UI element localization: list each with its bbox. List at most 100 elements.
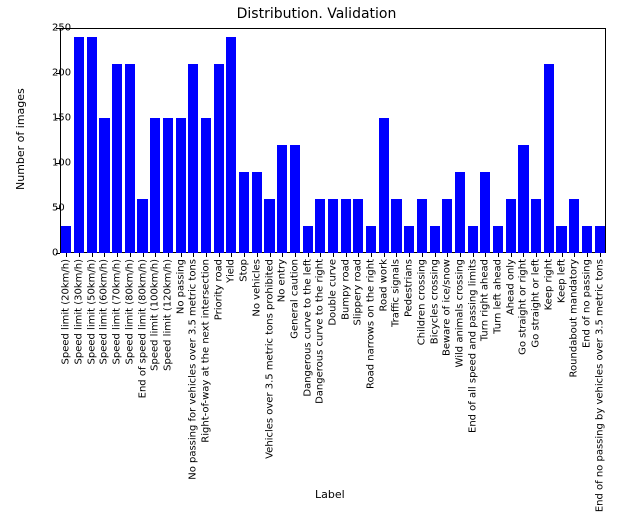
- x-tick: [257, 253, 258, 257]
- x-tick-label: Speed limit (50km/h): [86, 259, 97, 364]
- x-tick: [396, 253, 397, 257]
- bar: [341, 199, 351, 253]
- x-tick: [155, 253, 156, 257]
- x-tick: [574, 253, 575, 257]
- bar: [303, 226, 313, 253]
- x-tick: [460, 253, 461, 257]
- bar: [556, 226, 566, 253]
- axis-spine: [60, 28, 606, 29]
- x-tick-label: Speed limit (70km/h): [112, 259, 123, 364]
- x-tick-label: Go straight or right: [518, 259, 529, 355]
- bar: [112, 64, 122, 253]
- x-tick-label: Yield: [226, 259, 237, 283]
- x-tick-label: Priority road: [213, 259, 224, 320]
- bar: [404, 226, 414, 253]
- x-tick: [346, 253, 347, 257]
- x-tick-label: Bumpy road: [340, 259, 351, 320]
- x-tick: [562, 253, 563, 257]
- bar: [544, 64, 554, 253]
- x-tick-label: Traffic signals: [391, 259, 402, 327]
- bar: [493, 226, 503, 253]
- bar: [226, 37, 236, 253]
- bar: [582, 226, 592, 253]
- x-tick-label: Slippery road: [353, 259, 364, 325]
- bar: [391, 199, 401, 253]
- x-tick-label: Bicycles crossing: [429, 259, 440, 344]
- x-tick-label: Children crossing: [416, 259, 427, 345]
- x-tick: [193, 253, 194, 257]
- bar: [239, 172, 249, 253]
- x-tick: [270, 253, 271, 257]
- x-tick-label: End of no passing: [581, 259, 592, 348]
- x-tick: [79, 253, 80, 257]
- bar: [290, 145, 300, 253]
- bar: [201, 118, 211, 253]
- x-tick-label: Right-of-way at the next intersection: [201, 259, 212, 443]
- x-tick: [384, 253, 385, 257]
- x-tick-label: Road work: [378, 259, 389, 311]
- chart-title: Distribution. Validation: [0, 6, 633, 22]
- x-tick: [168, 253, 169, 257]
- bar: [468, 226, 478, 253]
- x-tick-label: Beware of ice/snow: [442, 259, 453, 356]
- x-tick: [244, 253, 245, 257]
- x-tick: [231, 253, 232, 257]
- x-tick: [282, 253, 283, 257]
- axis-spine: [60, 28, 61, 253]
- x-tick: [587, 253, 588, 257]
- x-tick-label: No entry: [277, 259, 288, 302]
- bar: [569, 199, 579, 253]
- x-tick: [485, 253, 486, 257]
- bar: [99, 118, 109, 253]
- bar: [74, 37, 84, 253]
- x-tick-label: Vehicles over 3.5 metric tons prohibited: [264, 259, 275, 459]
- bar: [506, 199, 516, 253]
- x-tick: [498, 253, 499, 257]
- axis-spine: [605, 28, 606, 253]
- x-tick: [308, 253, 309, 257]
- x-tick-label: Turn right ahead: [480, 259, 491, 341]
- bar: [480, 172, 490, 253]
- bar: [87, 37, 97, 253]
- x-tick-label: End of speed limit (80km/h): [137, 259, 148, 398]
- bar: [366, 226, 376, 253]
- x-tick-label: Double curve: [328, 259, 339, 326]
- x-tick-label: Ahead only: [505, 259, 516, 315]
- x-tick-label: No passing: [175, 259, 186, 314]
- bar: [163, 118, 173, 253]
- x-tick-label: End of all speed and passing limits: [467, 259, 478, 433]
- x-tick-label: Speed limit (30km/h): [74, 259, 85, 364]
- bar: [214, 64, 224, 253]
- x-tick: [219, 253, 220, 257]
- x-tick: [66, 253, 67, 257]
- x-tick: [295, 253, 296, 257]
- bar: [518, 145, 528, 253]
- x-tick-label: Stop: [239, 259, 250, 282]
- x-tick: [358, 253, 359, 257]
- x-tick: [130, 253, 131, 257]
- x-tick-label: Keep left: [556, 259, 567, 303]
- x-tick-label: General caution: [289, 259, 300, 339]
- x-tick: [333, 253, 334, 257]
- x-tick: [320, 253, 321, 257]
- bar: [417, 199, 427, 253]
- x-tick-label: No vehicles: [251, 259, 262, 317]
- x-tick: [371, 253, 372, 257]
- x-tick: [600, 253, 601, 257]
- x-tick: [511, 253, 512, 257]
- x-tick-label: Speed limit (120km/h): [162, 259, 173, 371]
- bar: [455, 172, 465, 253]
- x-tick: [523, 253, 524, 257]
- bar: [442, 199, 452, 253]
- x-tick-label: Dangerous curve to the right: [315, 259, 326, 404]
- plot-area: 050100150200250Speed limit (20km/h)Speed…: [60, 28, 606, 253]
- x-tick: [447, 253, 448, 257]
- bar: [137, 199, 147, 253]
- x-tick-label: Road narrows on the right: [366, 259, 377, 389]
- x-tick-label: End of no passing by vehicles over 3.5 m…: [594, 259, 605, 512]
- validation-distribution-chart: Distribution. Validation Number of image…: [0, 0, 633, 513]
- x-axis-label: Label: [315, 488, 345, 501]
- x-tick: [206, 253, 207, 257]
- x-tick: [143, 253, 144, 257]
- x-tick: [181, 253, 182, 257]
